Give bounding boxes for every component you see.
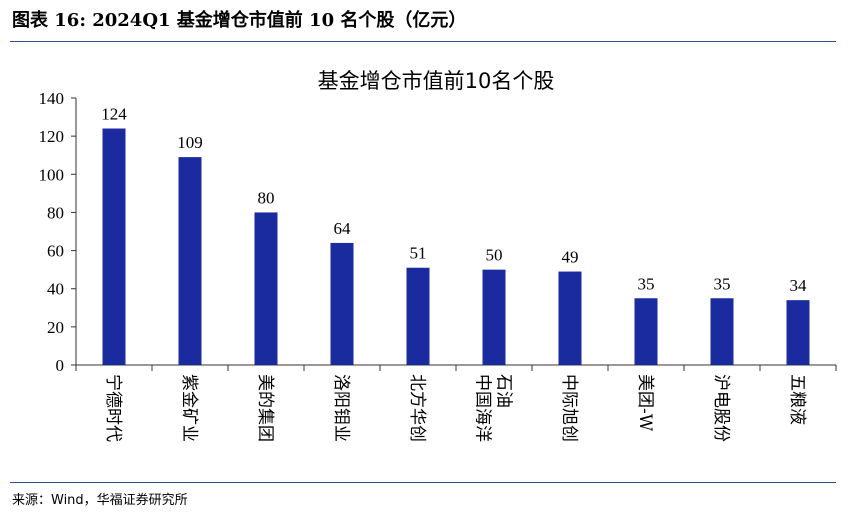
x-category-label: 紫金矿业 xyxy=(179,374,199,442)
bars xyxy=(102,128,810,365)
top-rule xyxy=(10,41,836,42)
y-tick-label: 140 xyxy=(39,89,65,108)
data-label: 124 xyxy=(101,105,127,124)
data-label: 35 xyxy=(638,274,655,293)
figure-title: 图表 16: 2024Q1 基金增仓市值前 10 名个股（亿元） xyxy=(12,10,467,31)
y-tick-label: 0 xyxy=(56,356,65,375)
data-label: 51 xyxy=(410,244,427,263)
x-category-label: 五粮液 xyxy=(787,374,807,425)
y-tick-label: 100 xyxy=(39,165,65,184)
data-labels: 124 109 80 64 51 50 49 35 35 34 xyxy=(101,105,807,296)
x-category-label: 北方华创 xyxy=(407,374,427,442)
x-category-label: 宁德时代 xyxy=(103,374,123,442)
bar xyxy=(482,269,506,365)
axes xyxy=(75,98,837,371)
data-label: 34 xyxy=(790,276,808,295)
bar xyxy=(178,157,202,365)
data-label: 109 xyxy=(177,133,203,152)
y-tick-label: 120 xyxy=(39,127,65,146)
bar xyxy=(786,300,810,365)
source-note: 来源：Wind，华福证券研究所 xyxy=(12,493,188,508)
bar xyxy=(330,242,354,365)
y-tick-label: 20 xyxy=(47,318,64,337)
x-category-label: 中际旭创 xyxy=(559,374,579,442)
bar xyxy=(406,267,430,365)
data-label: 50 xyxy=(486,246,503,265)
x-categories: 宁德时代 紫金矿业 美的集团 洛阳钼业 北方华创 中国海洋 石油 中际旭创 美团-W 沪电股份 五粮… xyxy=(103,374,807,442)
x-category-label: 石油 xyxy=(494,374,514,408)
x-category-label: 美团-W xyxy=(635,374,655,432)
y-tick-label: 60 xyxy=(47,242,64,261)
data-label: 35 xyxy=(714,274,731,293)
data-label: 64 xyxy=(334,219,352,238)
data-label: 80 xyxy=(258,188,275,207)
x-category-label: 中国海洋 xyxy=(473,374,493,442)
y-tick-label: 80 xyxy=(47,203,64,222)
y-ticks: 0 20 40 60 80 100 120 140 xyxy=(39,89,76,375)
bottom-rule xyxy=(10,482,836,483)
bar xyxy=(558,271,582,365)
x-category-label: 沪电股份 xyxy=(711,374,731,442)
y-tick-label: 40 xyxy=(47,280,64,299)
bar xyxy=(102,128,126,365)
x-category-label: 洛阳钼业 xyxy=(331,374,351,442)
data-label: 49 xyxy=(562,248,579,267)
bar xyxy=(634,298,658,365)
x-category-label: 美的集团 xyxy=(255,374,275,442)
chart-title: 基金增仓市值前10名个股 xyxy=(318,69,555,93)
bar xyxy=(254,212,278,365)
bar xyxy=(710,298,734,365)
